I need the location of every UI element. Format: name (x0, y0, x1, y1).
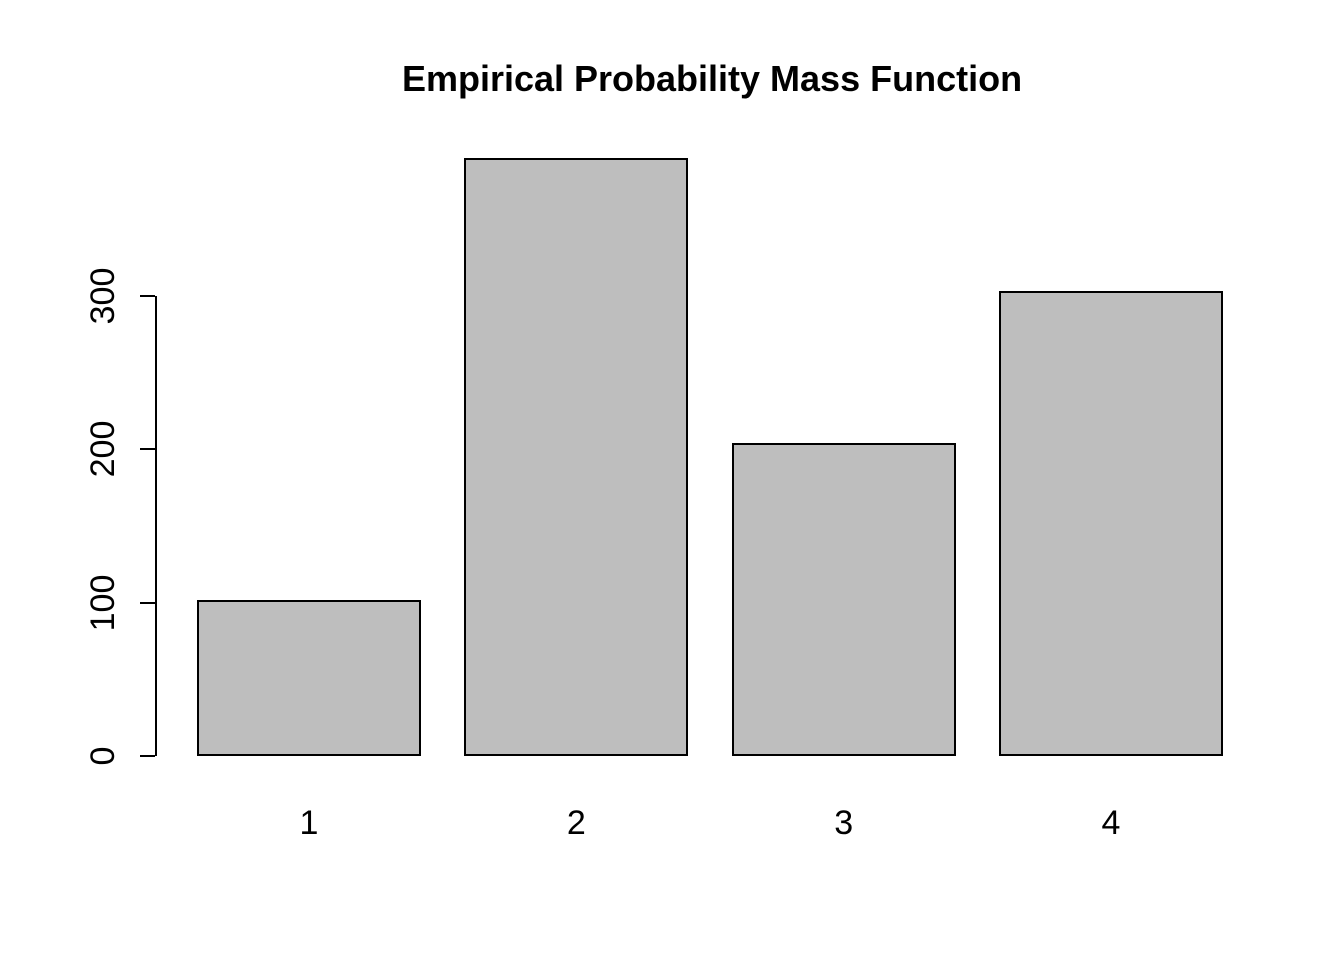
chart-title: Empirical Probability Mass Function (401, 58, 1023, 99)
x-tick-label: 3 (834, 804, 854, 842)
bar-4 (998, 291, 1223, 756)
x-tick-label: 2 (566, 804, 586, 842)
x-tick-label: 1 (299, 804, 319, 842)
y-tick-label: 200 (84, 420, 122, 478)
x-tick-label: 4 (1101, 804, 1121, 842)
y-axis-line (155, 296, 157, 756)
y-tick-label: 300 (84, 267, 122, 325)
y-tick-mark (140, 601, 155, 604)
bar-1 (197, 599, 421, 756)
y-tick-mark (140, 295, 155, 297)
y-tick-mark (140, 755, 155, 757)
y-tick-label: 100 (84, 574, 122, 632)
y-tick-label: 0 (84, 746, 122, 766)
bar-2 (464, 158, 689, 756)
bar-3 (731, 443, 956, 756)
y-tick-mark (140, 448, 155, 451)
